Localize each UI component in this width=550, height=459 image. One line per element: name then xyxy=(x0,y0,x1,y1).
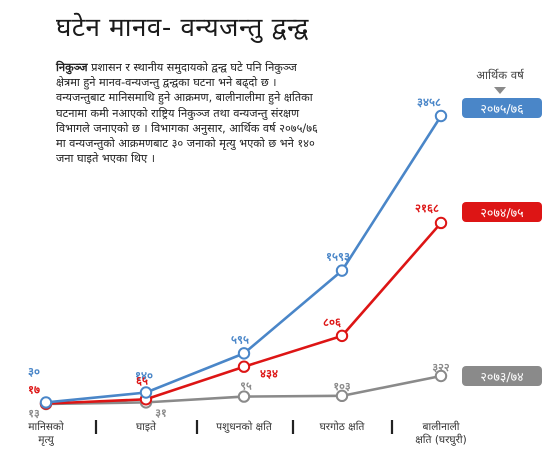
series-points xyxy=(39,109,448,411)
data-point xyxy=(335,389,349,403)
data-label: १३ xyxy=(28,407,40,420)
legend-label: २०७३/७४ xyxy=(480,369,523,384)
x-tick-label: मृत्यु xyxy=(38,434,54,446)
data-point xyxy=(39,396,53,409)
x-tick-label: घाइते xyxy=(136,420,157,433)
x-tick-label: बालीनाली xyxy=(423,420,460,433)
data-point xyxy=(139,386,153,399)
legend-badge xyxy=(462,202,542,222)
data-label: ३० xyxy=(28,364,40,378)
data-point xyxy=(434,369,448,383)
intro-lead-word: निकुञ्ज xyxy=(56,61,88,74)
data-label: २१६८ xyxy=(415,201,439,215)
data-label: ४३४ xyxy=(260,367,278,381)
data-point xyxy=(434,216,448,230)
x-axis: मानिसकोमृत्यु घाइते पशुधनको क्षति घरगोठ क्ष… xyxy=(28,420,467,446)
legend-arrow-icon xyxy=(494,87,506,94)
data-label: १७ xyxy=(28,383,40,397)
x-tick-label: घरगोठ क्षति xyxy=(320,420,366,433)
data-point xyxy=(237,360,251,373)
series-line xyxy=(44,221,443,405)
x-tick-label: पशुधनको क्षति xyxy=(216,420,273,433)
page-title: घटेन मानव- वन्यजन्तु द्वन्द्व xyxy=(56,13,309,43)
data-label: ९५ xyxy=(240,380,252,393)
x-tick-label: मानिसको xyxy=(28,420,64,433)
legend-badge xyxy=(462,98,542,118)
data-labels: ३० १४० ५९५ १५९३ ३४५८ १७ ६५ ४३४ ८०६ २१६८ १३ ३१ ९५ १०३ ३… xyxy=(28,95,450,420)
data-point xyxy=(237,347,251,360)
intro-text: प्रशासन र स्थानीय समुदायको द्वन्द्व घटे … xyxy=(56,61,318,166)
data-label: ३४५८ xyxy=(417,95,441,109)
legend: आर्थिक वर्ष २०७५/७६ २०७४/७५ २०७३/७४ xyxy=(462,68,542,386)
data-label: १४० xyxy=(135,368,153,382)
data-point xyxy=(237,390,251,403)
data-label: ५९५ xyxy=(231,332,249,346)
data-point xyxy=(335,264,349,277)
data-label: १०३ xyxy=(333,380,350,393)
intro-paragraph: निकुञ्ज प्रशासन र स्थानीय समुदायको द्वन्… xyxy=(56,60,324,166)
legend-badge xyxy=(462,366,542,386)
data-point xyxy=(434,109,448,123)
data-label: ८०६ xyxy=(323,315,341,329)
legend-label: २०७४/७५ xyxy=(480,205,523,220)
data-label: १५९३ xyxy=(326,250,350,264)
data-label: ३२२ xyxy=(432,361,449,374)
data-point xyxy=(335,329,349,343)
legend-label: २०७५/७६ xyxy=(480,101,523,116)
data-label: ६५ xyxy=(136,373,148,387)
data-label: ३१ xyxy=(155,406,166,419)
legend-title: आर्थिक वर्ष xyxy=(476,68,525,82)
x-tick-label: क्षति (घरघुरी) xyxy=(415,433,466,446)
